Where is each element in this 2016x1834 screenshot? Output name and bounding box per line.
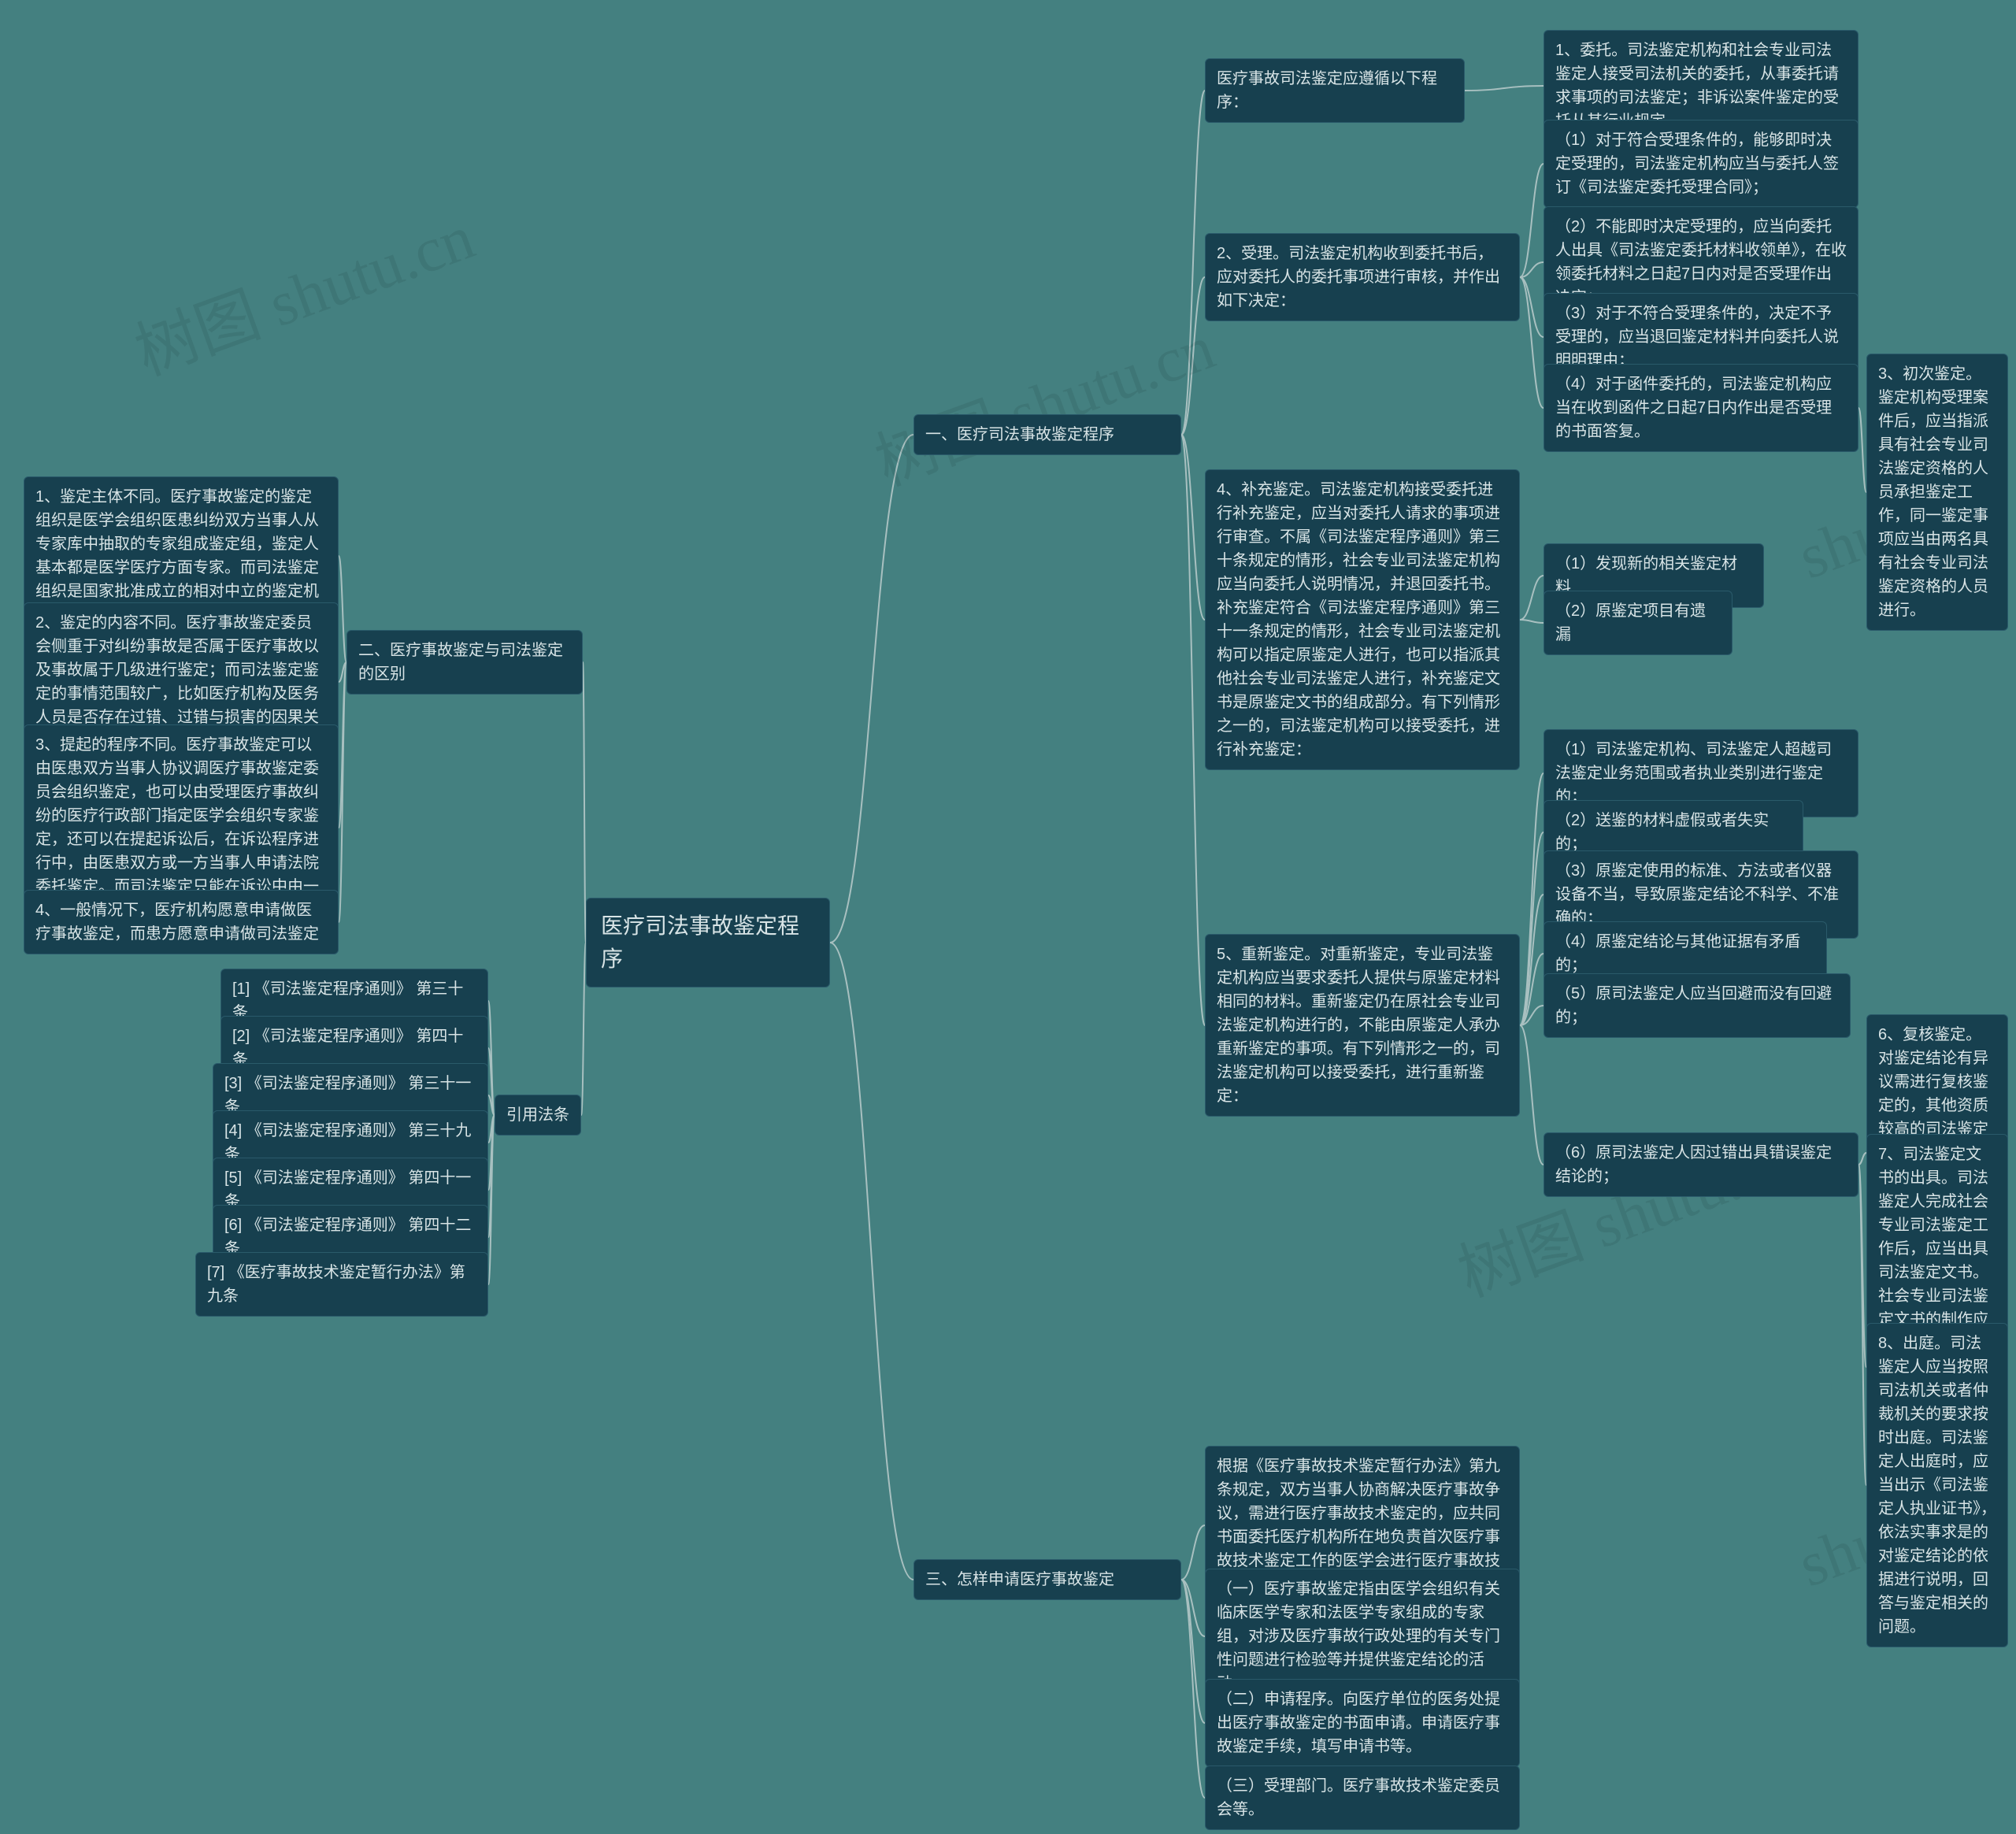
node-s1d6[interactable]: （6）原司法鉴定人因过错出具错误鉴定结论的； (1544, 1132, 1858, 1197)
edge (339, 662, 346, 682)
edge (1181, 435, 1205, 620)
edge (1858, 1165, 1866, 1485)
node-label: 引用法条 (506, 1106, 569, 1124)
edge (1520, 262, 1544, 277)
edge (1181, 1580, 1205, 1723)
edge (1520, 277, 1544, 337)
edge (339, 662, 346, 922)
node-label: 2、受理。司法鉴定机构收到委托书后，应对委托人的委托事项进行审核，并作出如下决定… (1217, 245, 1500, 309)
node-s1d5[interactable]: （5）原司法鉴定人应当回避而没有回避的； (1544, 973, 1851, 1038)
edge (1520, 895, 1544, 1025)
node-label: （2）原鉴定项目有遗漏 (1555, 602, 1706, 643)
node-s1b[interactable]: 2、受理。司法鉴定机构收到委托书后，应对委托人的委托事项进行审核，并作出如下决定… (1205, 233, 1520, 321)
edge (1520, 1025, 1544, 1165)
node-label: 4、补充鉴定。司法鉴定机构接受委托进行补充鉴定，应当对委托人请求的事项进行审查。… (1217, 481, 1500, 758)
node-s3c[interactable]: （二）申请程序。向医疗单位的医务处提出医疗事故鉴定的书面申请。申请医疗事故鉴定手… (1205, 1679, 1520, 1767)
node-label: [7] 《医疗事故技术鉴定暂行办法》第九条 (207, 1264, 465, 1305)
edge (339, 556, 346, 662)
node-label: （2）送鉴的材料虚假或者失实的； (1555, 812, 1769, 853)
edge (488, 1115, 495, 1284)
node-label: （二）申请程序。向医疗单位的医务处提出医疗事故鉴定的书面申请。申请医疗事故鉴定手… (1217, 1691, 1500, 1755)
node-label: 三、怎样申请医疗事故鉴定 (925, 1571, 1114, 1588)
edge (488, 1001, 495, 1115)
edge (1858, 1153, 1866, 1165)
node-label: 医疗司法事故鉴定程序 (601, 913, 799, 971)
edge (1181, 1580, 1205, 1798)
node-label: （三）受理部门。医疗事故技术鉴定委员会等。 (1217, 1777, 1500, 1818)
node-label: 5、重新鉴定。对重新鉴定，专业司法鉴定机构应当要求委托人提供与原鉴定材料相同的材… (1217, 946, 1500, 1105)
node-label: 一、医疗司法事故鉴定程序 (925, 426, 1114, 443)
edge (1181, 1580, 1205, 1636)
node-s1b4[interactable]: （4）对于函件委托的，司法鉴定机构应当在收到函件之日起7日内作出是否受理的书面答… (1544, 364, 1858, 452)
edge (339, 662, 346, 828)
node-s1c[interactable]: 4、补充鉴定。司法鉴定机构接受委托进行补充鉴定，应当对委托人请求的事项进行审查。… (1205, 469, 1520, 770)
node-label: （一）医疗事故鉴定指由医学会组织有关临床医学专家和法医学专家组成的专家组，对涉及… (1217, 1580, 1500, 1692)
edge (1465, 86, 1544, 91)
node-label: （4）原鉴定结论与其他证据有矛盾的； (1555, 933, 1800, 974)
node-label: （4）对于函件委托的，司法鉴定机构应当在收到函件之日起7日内作出是否受理的书面答… (1555, 376, 1832, 440)
edge (1181, 1525, 1205, 1580)
edge (1520, 954, 1544, 1025)
node-s2d[interactable]: 4、一般情况下，医疗机构愿意申请做医疗事故鉴定，而患方愿意申请做司法鉴定 (24, 890, 339, 954)
node-label: （6）原司法鉴定人因过错出具错误鉴定结论的； (1555, 1144, 1832, 1185)
node-label: （3）原鉴定使用的标准、方法或者仪器设备不当，导致原鉴定结论不科学、不准确的； (1555, 862, 1839, 927)
node-label: 1、委托。司法鉴定机构和社会专业司法鉴定人接受司法机关的委托，从事委托请求事项的… (1555, 42, 1839, 130)
node-s1d[interactable]: 5、重新鉴定。对重新鉴定，专业司法鉴定机构应当要求委托人提供与原鉴定材料相同的材… (1205, 934, 1520, 1117)
node-s4g[interactable]: [7] 《医疗事故技术鉴定暂行办法》第九条 (195, 1252, 488, 1317)
node-label: 8、出庭。司法鉴定人应当按照司法机关或者仲裁机关的要求按时出庭。司法鉴定人出庭时… (1878, 1335, 1996, 1636)
edge (830, 943, 914, 1580)
edge (830, 435, 914, 943)
node-label: 医疗事故司法鉴定应遵循以下程序： (1217, 70, 1437, 111)
node-label: 二、医疗事故鉴定与司法鉴定的区别 (358, 642, 563, 683)
edge (1520, 620, 1544, 623)
node-s1b4x[interactable]: 3、初次鉴定。鉴定机构受理案件后，应当指派具有社会专业司法鉴定资格的人员承担鉴定… (1866, 354, 2008, 631)
edge (488, 1095, 495, 1115)
node-s4[interactable]: 引用法条 (495, 1095, 581, 1136)
node-s1c2[interactable]: （2）原鉴定项目有遗漏 (1544, 591, 1732, 655)
edge (488, 1115, 495, 1143)
edge (1520, 773, 1544, 1025)
node-label: 4、一般情况下，医疗机构愿意申请做医疗事故鉴定，而患方愿意申请做司法鉴定 (35, 902, 319, 943)
node-s1a[interactable]: 医疗事故司法鉴定应遵循以下程序： (1205, 58, 1465, 123)
edge (1858, 408, 1866, 492)
node-root[interactable]: 医疗司法事故鉴定程序 (586, 898, 830, 987)
edge (1520, 832, 1544, 1025)
edge (1520, 576, 1544, 620)
node-label: （3）对于不符合受理条件的，决定不予受理的，应当退回鉴定材料并向委托人说明明理由… (1555, 305, 1839, 369)
edge (1181, 435, 1205, 1025)
edge (488, 1115, 495, 1237)
node-s3[interactable]: 三、怎样申请医疗事故鉴定 (914, 1559, 1181, 1600)
node-label: （1）对于符合受理条件的，能够即时决定受理的，司法鉴定机构应当与委托人签订《司法… (1555, 132, 1839, 196)
watermark: 树图 shutu.cn (862, 297, 1225, 504)
node-label: （5）原司法鉴定人应当回避而没有回避的； (1555, 985, 1832, 1026)
node-s1d6c[interactable]: 8、出庭。司法鉴定人应当按照司法机关或者仲裁机关的要求按时出庭。司法鉴定人出庭时… (1866, 1323, 2008, 1647)
node-s2[interactable]: 二、医疗事故鉴定与司法鉴定的区别 (346, 630, 583, 695)
edge (488, 1115, 495, 1190)
edge (1520, 1006, 1544, 1025)
node-label: 3、初次鉴定。鉴定机构受理案件后，应当指派具有社会专业司法鉴定资格的人员承担鉴定… (1878, 365, 1988, 619)
node-label: （1）司法鉴定机构、司法鉴定人超越司法鉴定业务范围或者执业类别进行鉴定的； (1555, 741, 1832, 806)
mindmap-canvas: 树图 shutu.cn树图 shutu.cn树图 shutu.cnshutu.c… (0, 0, 2016, 1834)
edge (488, 1048, 495, 1115)
node-s1[interactable]: 一、医疗司法事故鉴定程序 (914, 414, 1181, 455)
watermark: 树图 shutu.cn (121, 187, 484, 394)
edge (1858, 1165, 1866, 1367)
edge (1520, 164, 1544, 277)
edge (1181, 91, 1205, 435)
node-s3d[interactable]: （三）受理部门。医疗事故技术鉴定委员会等。 (1205, 1765, 1520, 1830)
edge (1181, 277, 1205, 435)
node-s1b1[interactable]: （1）对于符合受理条件的，能够即时决定受理的，司法鉴定机构应当与委托人签订《司法… (1544, 120, 1858, 208)
edge (1520, 277, 1544, 408)
